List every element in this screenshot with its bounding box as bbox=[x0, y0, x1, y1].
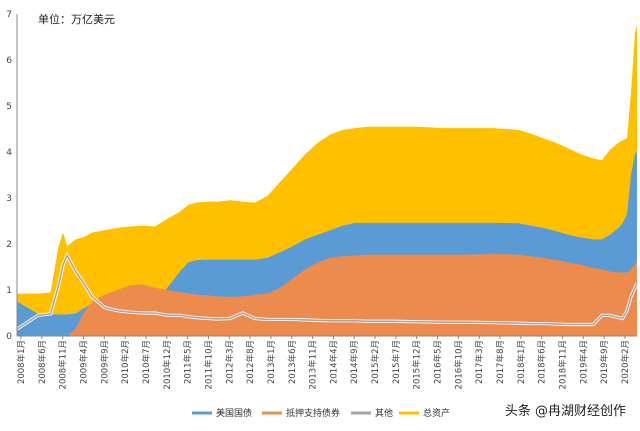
legend-label: 其他 bbox=[375, 407, 393, 419]
x-tick-label: 2018年6月 bbox=[537, 340, 548, 384]
watermark: 头条 @冉湖财经创作 bbox=[504, 404, 626, 419]
y-axis-ticks: 0 1 2 3 4 5 6 7 bbox=[6, 10, 12, 342]
x-tick-label: 2011年5月 bbox=[183, 340, 194, 384]
y-tick-label: 3 bbox=[6, 194, 12, 204]
x-tick-label: 2010年12月 bbox=[162, 340, 173, 389]
x-tick-label: 2017年8月 bbox=[495, 340, 506, 384]
x-tick-label: 2008年1月 bbox=[16, 340, 27, 384]
axes bbox=[16, 14, 637, 337]
x-tick-label: 2010年2月 bbox=[120, 340, 131, 384]
x-tick-label: 2019年4月 bbox=[578, 340, 589, 384]
x-tick-label: 2011年10月 bbox=[203, 340, 214, 389]
legend-label: 抵押支持债券 bbox=[286, 407, 340, 419]
x-axis-ticks: 2008年1月 2008年6月 2008年11月 2009年4月 2009年9月 2010… bbox=[16, 336, 631, 389]
x-tick-label: 2020年2月 bbox=[620, 340, 631, 384]
x-tick-label: 2016年10月 bbox=[453, 340, 464, 389]
y-tick-label: 4 bbox=[6, 148, 12, 158]
x-tick-label: 2009年9月 bbox=[99, 340, 110, 384]
series-areas bbox=[16, 25, 639, 336]
x-tick-label: 2018年11月 bbox=[558, 340, 569, 389]
x-tick-label: 2017年3月 bbox=[474, 340, 485, 384]
x-tick-label: 2014年9月 bbox=[349, 340, 360, 384]
y-tick-label: 2 bbox=[6, 240, 12, 250]
x-tick-label: 2018年1月 bbox=[516, 340, 527, 384]
x-tick-label: 2009年4月 bbox=[78, 340, 89, 384]
x-tick-label: 2013年1月 bbox=[266, 340, 277, 384]
x-tick-label: 2008年11月 bbox=[58, 340, 69, 389]
legend: 美国国债 抵押支持债券 其他 总资产 bbox=[192, 407, 450, 419]
x-tick-label: 2015年2月 bbox=[370, 340, 381, 384]
x-tick-label: 2019年9月 bbox=[599, 340, 610, 384]
x-tick-label: 2015年7月 bbox=[391, 340, 402, 384]
line-其他 bbox=[16, 253, 638, 330]
y-tick-label: 0 bbox=[6, 332, 12, 342]
y-tick-label: 5 bbox=[6, 102, 12, 112]
x-tick-label: 2012年3月 bbox=[224, 340, 235, 384]
y-tick-label: 7 bbox=[6, 10, 12, 20]
x-tick-label: 2013年6月 bbox=[287, 340, 298, 384]
legend-label: 美国国债 bbox=[216, 407, 252, 419]
x-tick-label: 2013年11月 bbox=[308, 340, 319, 389]
x-tick-label: 2012年8月 bbox=[245, 340, 256, 384]
x-tick-label: 2010年7月 bbox=[141, 340, 152, 384]
y-tick-label: 1 bbox=[6, 286, 12, 296]
x-tick-label: 2016年5月 bbox=[433, 340, 444, 384]
unit-label: 单位：万亿美元 bbox=[38, 13, 115, 26]
legend-label: 总资产 bbox=[423, 407, 450, 419]
x-tick-label: 2015年12月 bbox=[412, 340, 423, 389]
x-tick-label: 2014年4月 bbox=[328, 340, 339, 384]
y-tick-label: 6 bbox=[6, 56, 12, 66]
x-tick-label: 2008年6月 bbox=[37, 340, 48, 384]
